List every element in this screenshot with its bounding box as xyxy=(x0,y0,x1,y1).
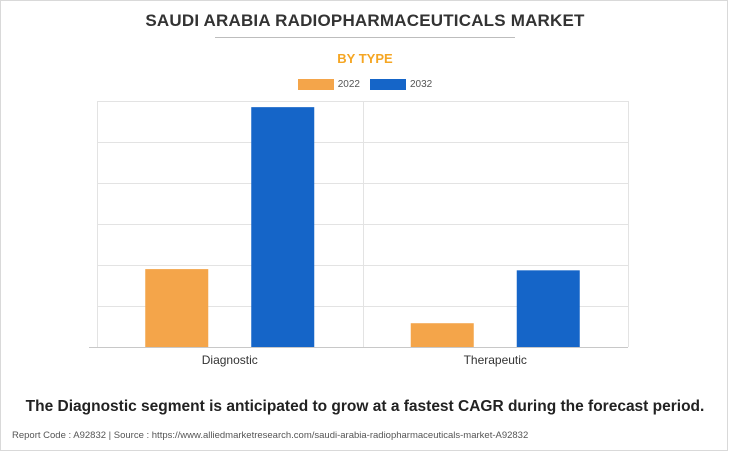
bar-diagnostic-2022 xyxy=(145,269,209,347)
report-footer: Report Code : A92832 | Source : https://… xyxy=(12,430,529,441)
title-divider xyxy=(215,37,515,38)
chart-caption: The Diagnostic segment is anticipated to… xyxy=(25,398,705,415)
legend-swatch-2022 xyxy=(297,79,334,90)
chart-subtitle: BY TYPE xyxy=(337,51,393,66)
legend-label-2022: 2022 xyxy=(337,79,360,90)
legend-label-2032: 2032 xyxy=(410,79,433,90)
legend-item-2032: 2032 xyxy=(370,79,432,90)
legend-swatch-2032 xyxy=(370,79,406,90)
legend-item-2022: 2022 xyxy=(297,79,360,90)
x-tick-label-diagnostic: Diagnostic xyxy=(202,353,258,367)
bar-therapeutic-2032 xyxy=(516,270,580,347)
chart-title: SAUDI ARABIA RADIOPHARMACEUTICALS MARKET xyxy=(145,11,585,30)
legend: 2022 2032 xyxy=(0,79,730,90)
x-tick-label-therapeutic: Therapeutic xyxy=(464,353,527,367)
bar-therapeutic-2022 xyxy=(410,323,474,347)
bar-diagnostic-2032 xyxy=(251,107,315,348)
